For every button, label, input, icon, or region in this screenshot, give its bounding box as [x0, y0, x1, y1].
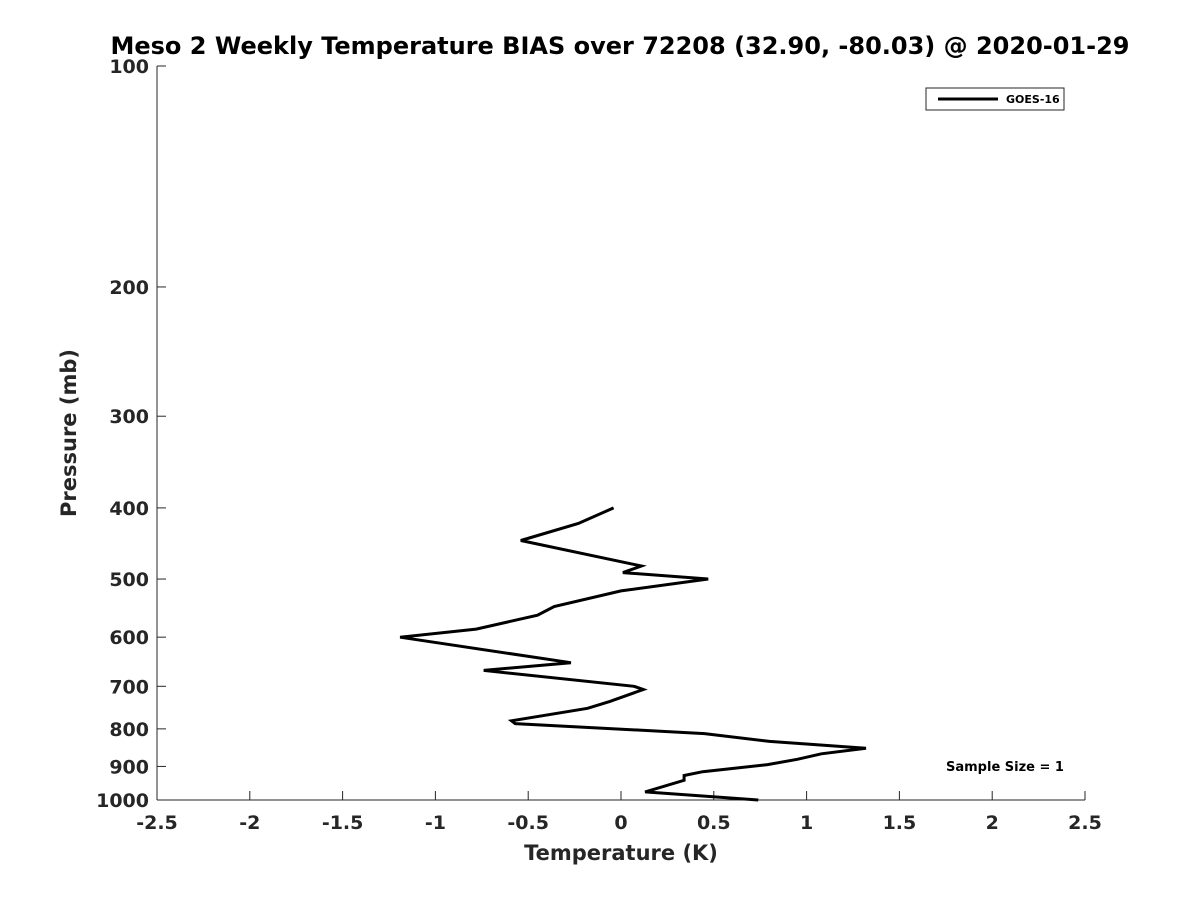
chart-title: Meso 2 Weekly Temperature BIAS over 7220… [110, 32, 1129, 60]
y-ticks: 100 200 300 400 500 600 700 800 900 1000 [96, 56, 166, 812]
y-tick-label: 800 [109, 719, 149, 741]
x-tick-label: 2 [986, 812, 999, 834]
y-tick-label: 300 [109, 406, 149, 428]
x-tick-label: -1 [425, 812, 446, 834]
x-tick-label: 1 [800, 812, 813, 834]
x-tick-label: -2.5 [136, 812, 178, 834]
y-tick-label: 1000 [96, 790, 149, 812]
x-tick-label: -0.5 [507, 812, 549, 834]
y-tick-label: 200 [109, 277, 149, 299]
series-line-goes-16 [399, 506, 867, 802]
x-tick-label: 1.5 [883, 812, 917, 834]
y-tick-label: 500 [109, 569, 149, 591]
x-tick-label: 2.5 [1068, 812, 1102, 834]
y-axis-label: Pressure (mb) [57, 349, 81, 517]
y-tick-label: 900 [109, 756, 149, 778]
x-ticks: -2.5 -2 -1.5 -1 -0.5 0 0.5 1 1.5 2 2.5 [136, 791, 1102, 834]
y-tick-label: 400 [109, 498, 149, 520]
x-axis-label: Temperature (K) [524, 841, 718, 865]
x-tick-label: -1.5 [322, 812, 364, 834]
x-tick-label: 0.5 [697, 812, 731, 834]
sample-size-annotation: Sample Size = 1 [946, 760, 1064, 775]
y-tick-label: 100 [109, 56, 149, 78]
x-tick-label: 0 [614, 812, 627, 834]
legend-label-goes-16: GOES-16 [1006, 93, 1060, 106]
x-tick-label: -2 [239, 812, 260, 834]
y-tick-label: 600 [109, 627, 149, 649]
legend: GOES-16 [925, 87, 1065, 111]
y-tick-label: 700 [109, 676, 149, 698]
